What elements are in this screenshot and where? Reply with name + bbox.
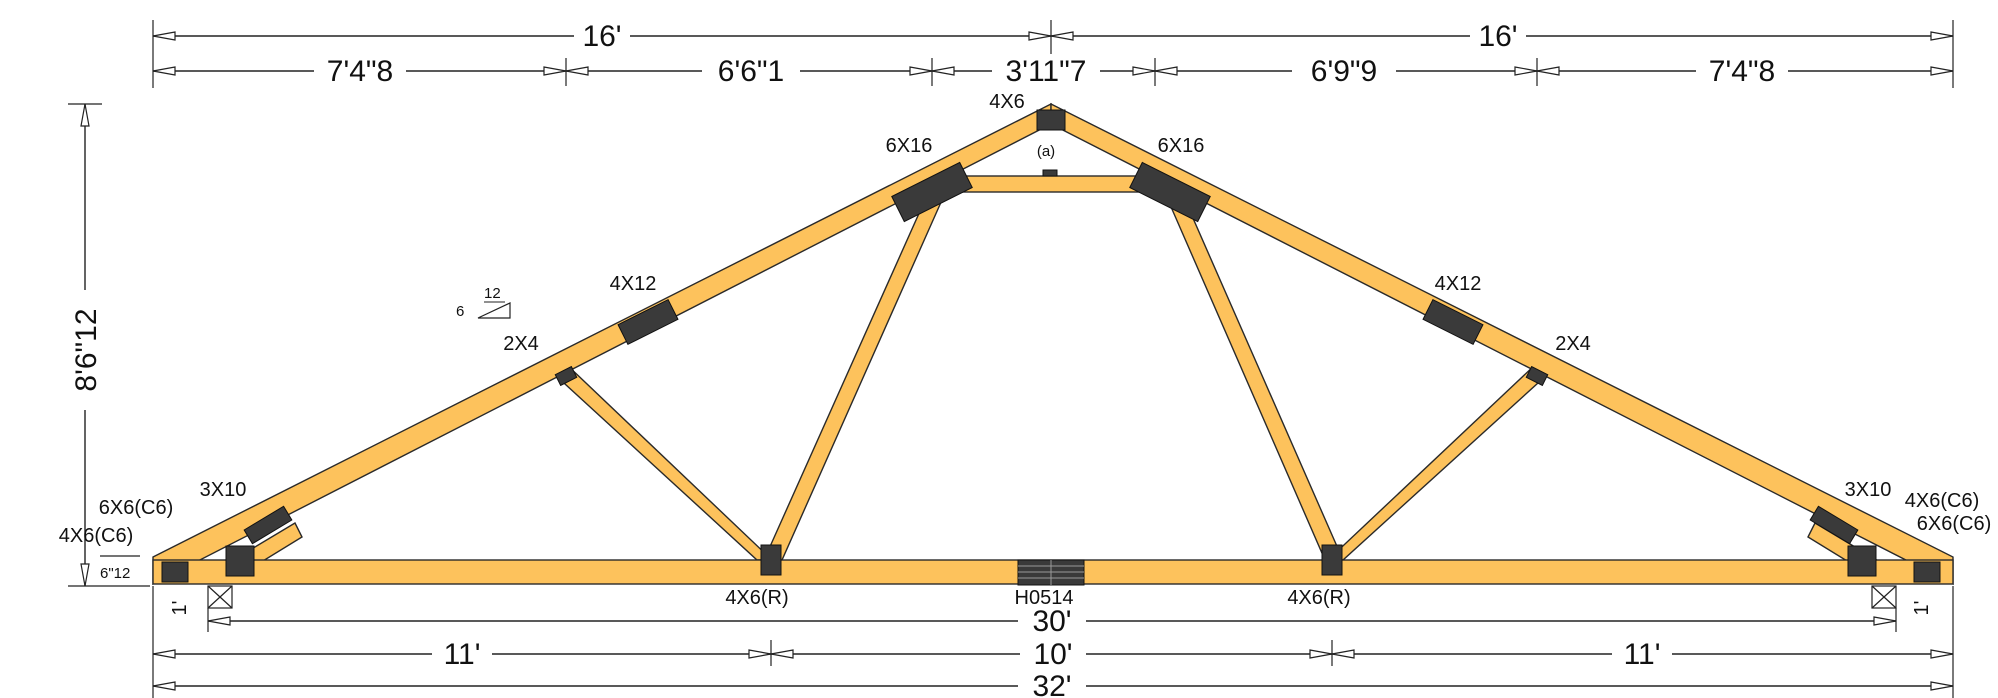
top-dimensions: 16' 16' 7'4"8 6'6"1 3'11"7 6'9"9 7'4"8: [152, 18, 1954, 88]
collar-member: [949, 175, 1153, 193]
dim-heel: 6"12: [100, 565, 130, 582]
dim-bottom-panel-3: 11': [1624, 638, 1661, 671]
label-left-heel-web: 3X10: [200, 479, 247, 501]
dim-bottom-panel-1: 11': [444, 638, 481, 671]
dim-panel-4: 6'9"9: [1311, 55, 1377, 88]
plate-labels: 4X6 (a) 6X16 6X16 4X12 4X12 2X4 2X4 3X10…: [59, 91, 1991, 609]
label-left-heel-b: 4X6(C6): [59, 525, 133, 547]
label-right-bottom: 4X6(R): [1287, 587, 1350, 609]
plate-left-top-mid: [617, 298, 679, 346]
plate-left-heel-b: [161, 561, 189, 583]
label-left-web-top: 2X4: [503, 333, 539, 355]
dim-overhang-left: 1': [169, 601, 191, 616]
plate-left-heel-web: [243, 505, 293, 545]
dim-height: 8'6"12: [70, 308, 103, 391]
plate-right-top-mid: [1422, 298, 1484, 346]
label-right-heel-a: 4X6(C6): [1905, 490, 1979, 512]
connector-plates: [161, 109, 1941, 586]
label-right-web-top: 2X4: [1555, 333, 1591, 355]
bottom-dimensions: 1' 1' 30' 11' 10' 11' 32': [152, 586, 1954, 698]
top-chord-left: [152, 102, 1052, 586]
dim-panel-1: 7'4"8: [327, 55, 393, 88]
dim-panel-2: 6'6"1: [718, 55, 784, 88]
plate-right-web-top: [1525, 365, 1549, 387]
dim-overhang-right: 1': [1911, 601, 1933, 616]
pitch-run-label: 12: [484, 285, 501, 302]
label-right-top-mid: 4X12: [1435, 273, 1482, 295]
bearing-left: [207, 585, 233, 609]
plate-left-heel-a: [225, 545, 255, 577]
dim-top-half-left: 16': [582, 20, 621, 53]
dim-bottom-panel-2: 10': [1033, 638, 1072, 671]
plate-hatching: [1018, 560, 1084, 585]
label-left-heel-a: 6X6(C6): [99, 497, 173, 519]
bearing-supports: [207, 585, 1897, 609]
label-apex-note: (a): [1037, 143, 1055, 160]
label-apex: 4X6: [989, 91, 1025, 113]
plate-right-heel-web: [1809, 505, 1859, 545]
height-dimensions: 8'6"12 6"12: [66, 103, 150, 587]
dim-panel-5: 7'4"8: [1709, 55, 1775, 88]
plate-left-bottom: [760, 544, 782, 576]
pitch-indicator: 12 6: [456, 285, 511, 320]
dim-top-half-right: 16': [1478, 20, 1517, 53]
label-right-heel-b: 6X6(C6): [1917, 513, 1991, 535]
label-left-top-mid: 4X12: [610, 273, 657, 295]
web-right-outer: [1326, 363, 1551, 561]
plate-left-web-top: [554, 365, 578, 387]
label-splice: H0514: [1015, 587, 1074, 609]
label-left-bottom: 4X6(R): [725, 587, 788, 609]
plate-apex: [1036, 109, 1066, 131]
pitch-rise-label: 6: [456, 303, 464, 320]
label-right-heel-web: 3X10: [1845, 479, 1892, 501]
label-right-upper: 6X16: [1158, 135, 1205, 157]
dim-overall: 32': [1032, 670, 1071, 698]
plate-left-upper: [891, 161, 973, 223]
label-left-upper: 6X16: [886, 135, 933, 157]
web-left-outer: [551, 363, 774, 561]
plate-right-heel-b: [1913, 561, 1941, 583]
plate-right-upper: [1129, 161, 1211, 223]
bearing-right: [1871, 585, 1897, 609]
plate-collar-center: [1042, 169, 1058, 177]
plate-right-heel-a: [1847, 545, 1877, 577]
dim-span: 30': [1032, 605, 1071, 638]
plate-right-bottom: [1321, 544, 1343, 576]
dim-panel-3: 3'11"7: [1006, 55, 1087, 88]
